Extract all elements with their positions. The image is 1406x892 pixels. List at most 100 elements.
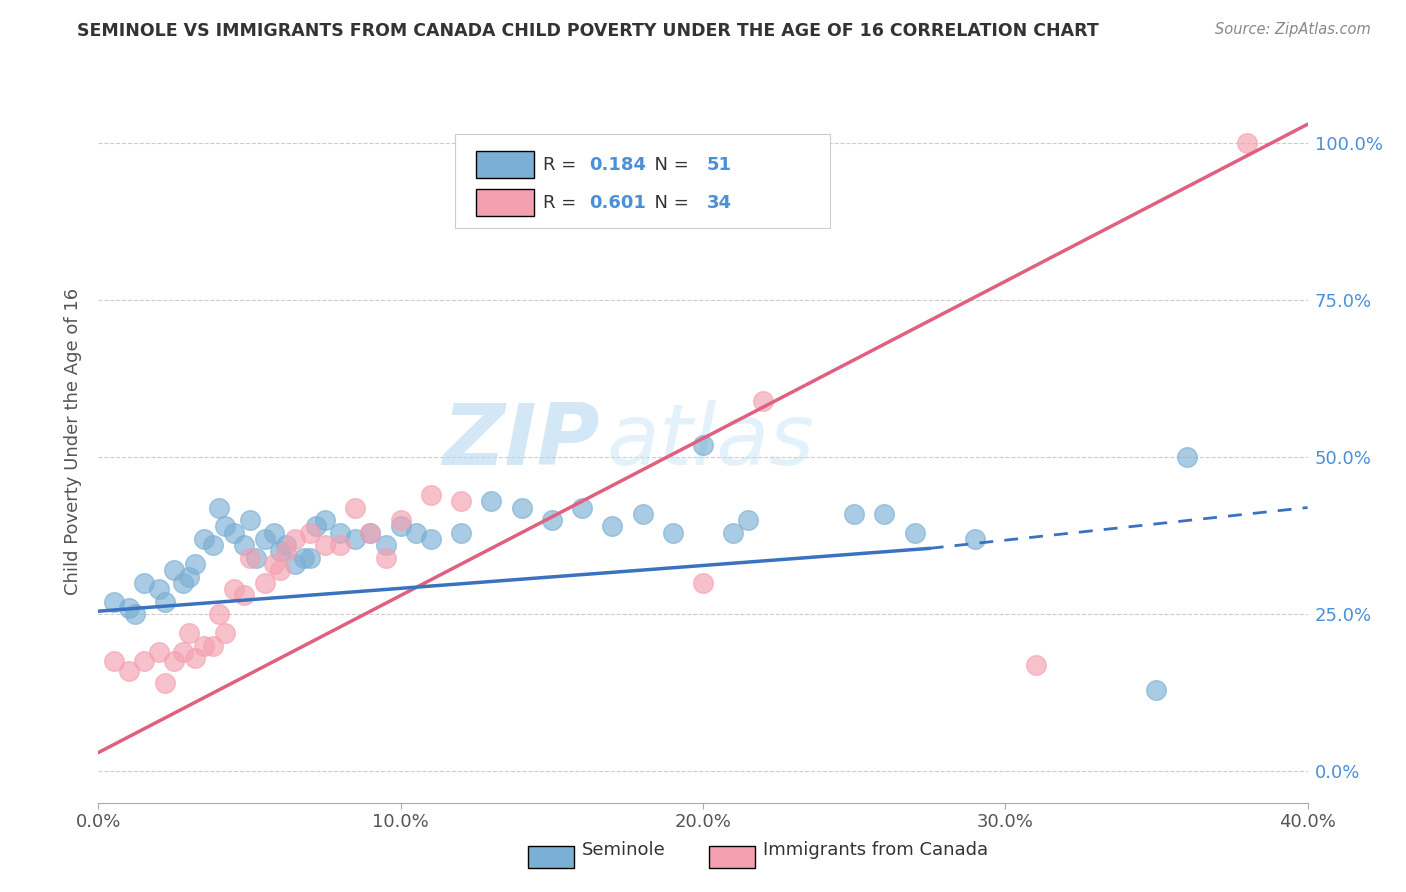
Point — [389, 519, 412, 533]
Point — [1144, 682, 1167, 697]
Text: R =: R = — [543, 155, 582, 174]
Point — [202, 538, 225, 552]
Point — [103, 595, 125, 609]
Point — [344, 500, 367, 515]
Point — [263, 557, 285, 571]
Point — [510, 500, 533, 515]
Point — [360, 525, 382, 540]
Point — [661, 525, 683, 540]
Point — [540, 513, 562, 527]
Point — [329, 525, 352, 540]
FancyBboxPatch shape — [527, 847, 574, 868]
Point — [148, 582, 170, 597]
Text: N =: N = — [643, 194, 695, 211]
Point — [405, 525, 427, 540]
Point — [314, 538, 336, 552]
Point — [274, 538, 297, 552]
Point — [179, 569, 201, 583]
Point — [132, 575, 155, 590]
Text: SEMINOLE VS IMMIGRANTS FROM CANADA CHILD POVERTY UNDER THE AGE OF 16 CORRELATION: SEMINOLE VS IMMIGRANTS FROM CANADA CHILD… — [77, 22, 1099, 40]
FancyBboxPatch shape — [456, 135, 830, 228]
Point — [571, 500, 593, 515]
Point — [481, 494, 503, 508]
Point — [118, 601, 141, 615]
Point — [245, 550, 267, 565]
Point — [602, 519, 624, 533]
Point — [253, 575, 276, 590]
Point — [420, 488, 443, 502]
Point — [208, 607, 231, 622]
Text: atlas: atlas — [606, 400, 814, 483]
Point — [193, 532, 215, 546]
FancyBboxPatch shape — [475, 189, 534, 217]
Point — [214, 519, 236, 533]
Point — [284, 532, 307, 546]
Point — [344, 532, 367, 546]
Point — [965, 532, 987, 546]
Point — [224, 525, 246, 540]
Point — [239, 513, 262, 527]
Point — [389, 513, 412, 527]
Point — [314, 513, 336, 527]
Point — [450, 525, 472, 540]
Point — [232, 589, 254, 603]
Point — [631, 507, 654, 521]
Point — [374, 538, 396, 552]
Point — [193, 639, 215, 653]
Point — [214, 626, 236, 640]
Point — [723, 525, 745, 540]
Text: Seminole: Seminole — [582, 841, 666, 860]
Point — [153, 676, 176, 690]
Point — [1175, 450, 1198, 465]
Text: Immigrants from Canada: Immigrants from Canada — [763, 841, 988, 860]
Point — [420, 532, 443, 546]
Point — [1236, 136, 1258, 150]
Point — [692, 575, 714, 590]
Point — [360, 525, 382, 540]
Text: R =: R = — [543, 194, 582, 211]
Text: Source: ZipAtlas.com: Source: ZipAtlas.com — [1215, 22, 1371, 37]
Point — [184, 651, 207, 665]
Point — [224, 582, 246, 597]
Point — [172, 645, 194, 659]
Point — [284, 557, 307, 571]
Point — [124, 607, 146, 622]
Point — [163, 563, 186, 577]
Point — [305, 519, 328, 533]
Text: 51: 51 — [707, 155, 731, 174]
Point — [873, 507, 896, 521]
Point — [299, 550, 322, 565]
Point — [292, 550, 315, 565]
Point — [179, 626, 201, 640]
Point — [148, 645, 170, 659]
Point — [163, 655, 186, 669]
Point — [118, 664, 141, 678]
Point — [844, 507, 866, 521]
Point — [274, 544, 297, 558]
Point — [1024, 657, 1046, 672]
Point — [239, 550, 262, 565]
Point — [253, 532, 276, 546]
Point — [374, 550, 396, 565]
FancyBboxPatch shape — [709, 847, 755, 868]
Point — [299, 525, 322, 540]
Y-axis label: Child Poverty Under the Age of 16: Child Poverty Under the Age of 16 — [63, 288, 82, 595]
Point — [752, 393, 775, 408]
Text: 0.184: 0.184 — [589, 155, 647, 174]
Point — [208, 500, 231, 515]
Point — [153, 595, 176, 609]
Point — [263, 525, 285, 540]
Point — [904, 525, 927, 540]
Point — [202, 639, 225, 653]
Point — [132, 655, 155, 669]
Text: 0.601: 0.601 — [589, 194, 647, 211]
Text: N =: N = — [643, 155, 695, 174]
Point — [269, 563, 291, 577]
Point — [103, 655, 125, 669]
Point — [269, 544, 291, 558]
Text: 34: 34 — [707, 194, 731, 211]
FancyBboxPatch shape — [475, 151, 534, 178]
Point — [232, 538, 254, 552]
Point — [737, 513, 759, 527]
Point — [329, 538, 352, 552]
